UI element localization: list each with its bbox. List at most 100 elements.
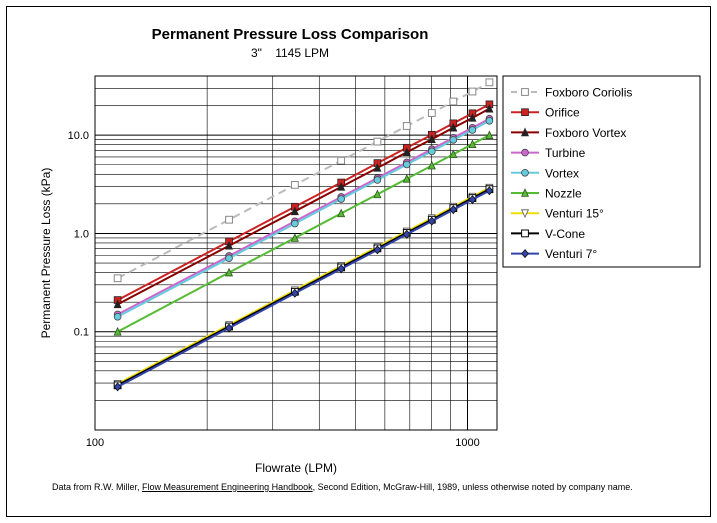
legend-marker-turbine	[521, 148, 529, 157]
axes: 100 1000 0.1 1.0 10.0 Flowrate (LPM) Permanent…	[39, 75, 498, 475]
data-point-foxboro-vortex	[373, 163, 382, 172]
data-point-foxboro-vortex	[427, 134, 436, 143]
grid-lines	[94, 75, 497, 431]
data-point-foxboro-vortex	[485, 103, 494, 113]
legend-marker-foxboro-vortex	[520, 127, 530, 137]
plot-series	[113, 78, 494, 392]
series-line-venturi-7	[117, 189, 490, 388]
data-point-nozzle	[225, 267, 234, 277]
data-point-foxboro-coriolis	[373, 137, 382, 146]
series-line-foxboro-coriolis	[117, 81, 490, 280]
data-point-nozzle	[290, 233, 299, 242]
data-point-foxboro-vortex	[337, 181, 346, 191]
series-orifice	[113, 100, 494, 304]
data-point-venturi-7	[113, 382, 122, 392]
data-point-nozzle	[449, 149, 458, 159]
series-line-nozzle	[117, 134, 490, 333]
legend-label-turbine: Turbine	[545, 146, 586, 160]
series-line-vortex	[117, 119, 490, 318]
y-tick-label: 10.0	[68, 130, 89, 142]
series-venturi-7	[113, 186, 494, 392]
data-point-vortex	[113, 312, 122, 321]
data-point-foxboro-coriolis	[427, 109, 436, 117]
series-foxboro-coriolis	[113, 78, 494, 283]
legend-label-venturi-7: Venturi 7°	[545, 247, 597, 261]
data-point-foxboro-coriolis	[485, 78, 494, 87]
series-line-orifice	[117, 103, 490, 301]
data-point-nozzle	[427, 160, 436, 170]
data-point-vortex	[468, 126, 477, 134]
legend-label-vortex: Vortex	[545, 166, 579, 180]
data-point-foxboro-vortex	[402, 147, 411, 157]
legend-marker-venturi-15	[520, 209, 530, 219]
data-point-venturi-7	[427, 216, 436, 226]
data-point-foxboro-coriolis	[449, 97, 458, 106]
footnote-book-title: Flow Measurement Engineering Handbook	[142, 482, 313, 492]
x-axis-label: Flowrate (LPM)	[255, 461, 337, 475]
footnote: Data from R.W. Miller, Flow Measurement …	[52, 482, 633, 492]
data-point-venturi-7	[485, 186, 494, 196]
data-point-nozzle	[468, 139, 477, 148]
data-point-foxboro-coriolis	[290, 180, 299, 189]
legend-label-orifice: Orifice	[545, 106, 580, 120]
data-point-venturi-7	[337, 264, 346, 274]
data-point-foxboro-coriolis	[225, 215, 233, 224]
data-point-venturi-7	[402, 229, 411, 239]
legend-label-foxboro-coriolis: Foxboro Coriolis	[545, 86, 632, 100]
footnote-prefix: Data from R.W. Miller,	[52, 482, 143, 492]
data-point-venturi-7	[225, 323, 233, 333]
data-point-vortex	[449, 136, 458, 144]
data-point-venturi-7	[373, 245, 382, 255]
legend-marker-nozzle	[520, 188, 530, 197]
series-line-foxboro-vortex	[117, 107, 490, 306]
x-tick-label: 1000	[455, 437, 479, 449]
data-point-foxboro-vortex	[225, 240, 234, 250]
data-point-foxboro-vortex	[449, 122, 458, 132]
legend-marker-venturi-7	[521, 249, 529, 259]
series-line-venturi-15	[117, 186, 490, 385]
data-point-foxboro-coriolis	[468, 87, 477, 96]
series-line-turbine	[117, 117, 490, 316]
series-nozzle	[113, 130, 494, 336]
footnote-suffix: , Second Edition, McGraw-Hill, 1989, unl…	[312, 482, 633, 492]
data-point-foxboro-vortex	[468, 113, 477, 122]
data-point-nozzle	[485, 130, 494, 139]
legend-label-foxboro-vortex: Foxboro Vortex	[545, 126, 626, 140]
data-point-vortex	[373, 176, 382, 184]
data-point-nozzle	[337, 208, 346, 218]
data-point-nozzle	[373, 189, 382, 199]
data-point-nozzle	[402, 173, 411, 183]
data-point-nozzle	[113, 326, 122, 336]
data-point-vortex	[291, 219, 299, 228]
series-foxboro-vortex	[113, 103, 494, 309]
legend-label-v-cone: V-Cone	[545, 227, 585, 241]
data-point-venturi-7	[468, 195, 477, 205]
series-line-v-cone	[117, 188, 490, 387]
x-tick-label: 100	[86, 437, 104, 449]
y-tick-label: 0.1	[74, 327, 89, 339]
data-point-foxboro-coriolis	[113, 274, 122, 283]
data-point-venturi-7	[449, 205, 458, 215]
y-axis-label: Permanent Pressure Loss (kPa)	[39, 168, 53, 339]
data-point-foxboro-coriolis	[402, 122, 411, 130]
data-point-foxboro-coriolis	[337, 156, 346, 165]
chart-title: Permanent Pressure Loss Comparison	[151, 26, 429, 43]
data-point-vortex	[485, 117, 494, 125]
data-point-vortex	[337, 195, 345, 203]
legend-marker-foxboro-coriolis	[521, 88, 529, 96]
y-tick-label: 1.0	[74, 228, 89, 240]
legend-box	[502, 75, 701, 268]
data-point-foxboro-vortex	[113, 299, 122, 309]
plot-area-border	[94, 75, 498, 431]
data-point-venturi-7	[290, 288, 299, 298]
data-point-vortex	[428, 147, 436, 156]
data-point-vortex	[402, 160, 411, 169]
legend-label-nozzle: Nozzle	[545, 187, 582, 201]
series-vortex	[113, 117, 494, 321]
legend-marker-vortex	[521, 169, 529, 177]
legend: Foxboro Coriolis Orifice Foxboro Vortex Tur…	[502, 75, 701, 268]
data-point-vortex	[225, 254, 233, 262]
chart-subtitle: 3" 1145 LPM	[250, 46, 330, 60]
legend-label-venturi-15: Venturi 15°	[545, 207, 604, 221]
